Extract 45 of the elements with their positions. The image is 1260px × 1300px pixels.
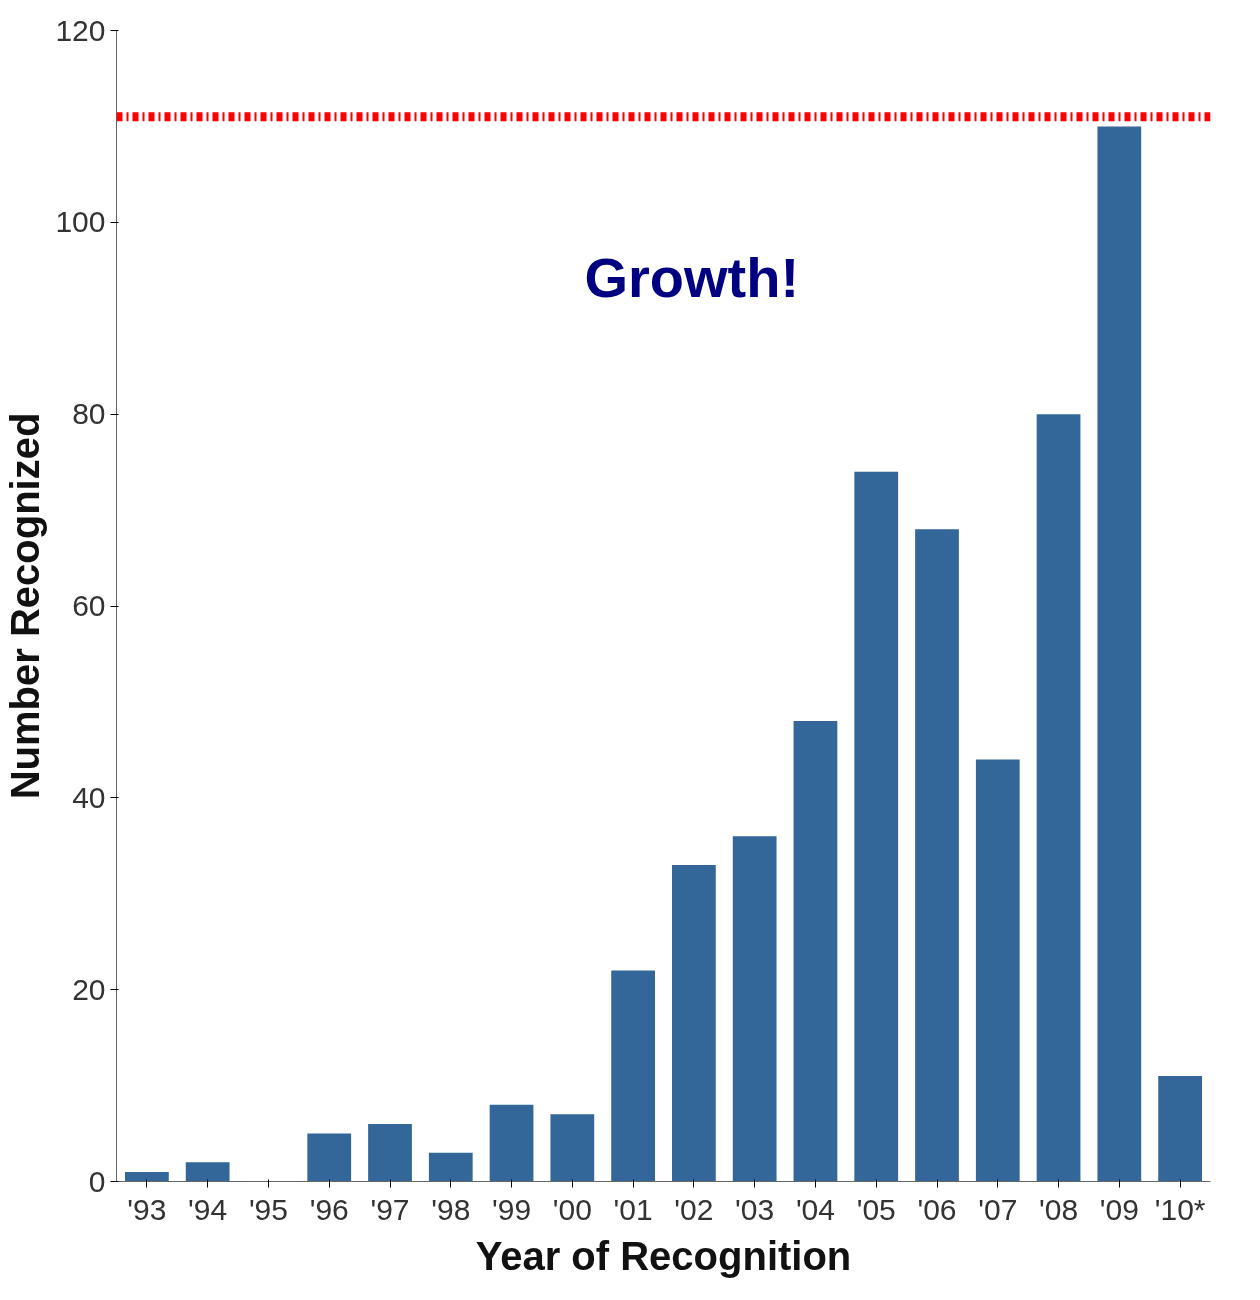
bar xyxy=(1097,126,1142,1182)
bar xyxy=(1036,414,1081,1182)
bar xyxy=(732,836,777,1182)
x-tick-label: '01 xyxy=(613,1192,653,1226)
y-tick-label: 80 xyxy=(72,397,106,431)
y-tick-label: 40 xyxy=(72,780,106,814)
bar xyxy=(428,1152,473,1182)
y-tick-label: 20 xyxy=(72,972,106,1006)
x-tick-label: '09 xyxy=(1099,1192,1139,1226)
bar xyxy=(550,1114,595,1182)
bar xyxy=(489,1104,534,1182)
bar xyxy=(1158,1075,1202,1182)
bar xyxy=(793,721,838,1182)
x-tick-label: '04 xyxy=(795,1192,836,1226)
bar xyxy=(672,864,716,1182)
y-axis-title: Number Recognized xyxy=(3,412,48,800)
x-tick-label: '93 xyxy=(127,1192,167,1226)
x-tick-label: '96 xyxy=(309,1192,349,1226)
x-tick-label: '06 xyxy=(917,1192,957,1226)
bar xyxy=(854,471,899,1182)
x-tick-label: '99 xyxy=(492,1192,532,1226)
y-tick-label: 120 xyxy=(55,13,106,47)
x-tick-label: '95 xyxy=(248,1192,289,1226)
x-tick-label: '08 xyxy=(1039,1192,1079,1226)
bar xyxy=(125,1171,169,1182)
x-tick-label: '00 xyxy=(552,1192,592,1226)
x-axis-title: Year of Recognition xyxy=(475,1233,852,1278)
bar xyxy=(611,970,655,1182)
x-tick-label: '07 xyxy=(978,1192,1018,1226)
x-tick-label: '94 xyxy=(188,1192,228,1226)
y-tick-label: 100 xyxy=(55,205,106,239)
bar xyxy=(975,759,1020,1182)
y-tick-label: 0 xyxy=(88,1164,106,1198)
x-tick-label: '97 xyxy=(370,1192,410,1226)
x-tick-label: '03 xyxy=(735,1192,775,1226)
x-tick-label: '05 xyxy=(856,1192,896,1226)
bar xyxy=(368,1123,412,1182)
bar xyxy=(915,529,959,1182)
bar xyxy=(185,1162,230,1182)
y-tick-label: 60 xyxy=(72,589,106,622)
x-tick-label: '98 xyxy=(431,1192,471,1226)
x-tick-label: '10* xyxy=(1154,1192,1206,1226)
x-tick-label: '02 xyxy=(674,1192,714,1226)
annotation: Growth! xyxy=(584,245,800,309)
bar xyxy=(307,1133,352,1182)
